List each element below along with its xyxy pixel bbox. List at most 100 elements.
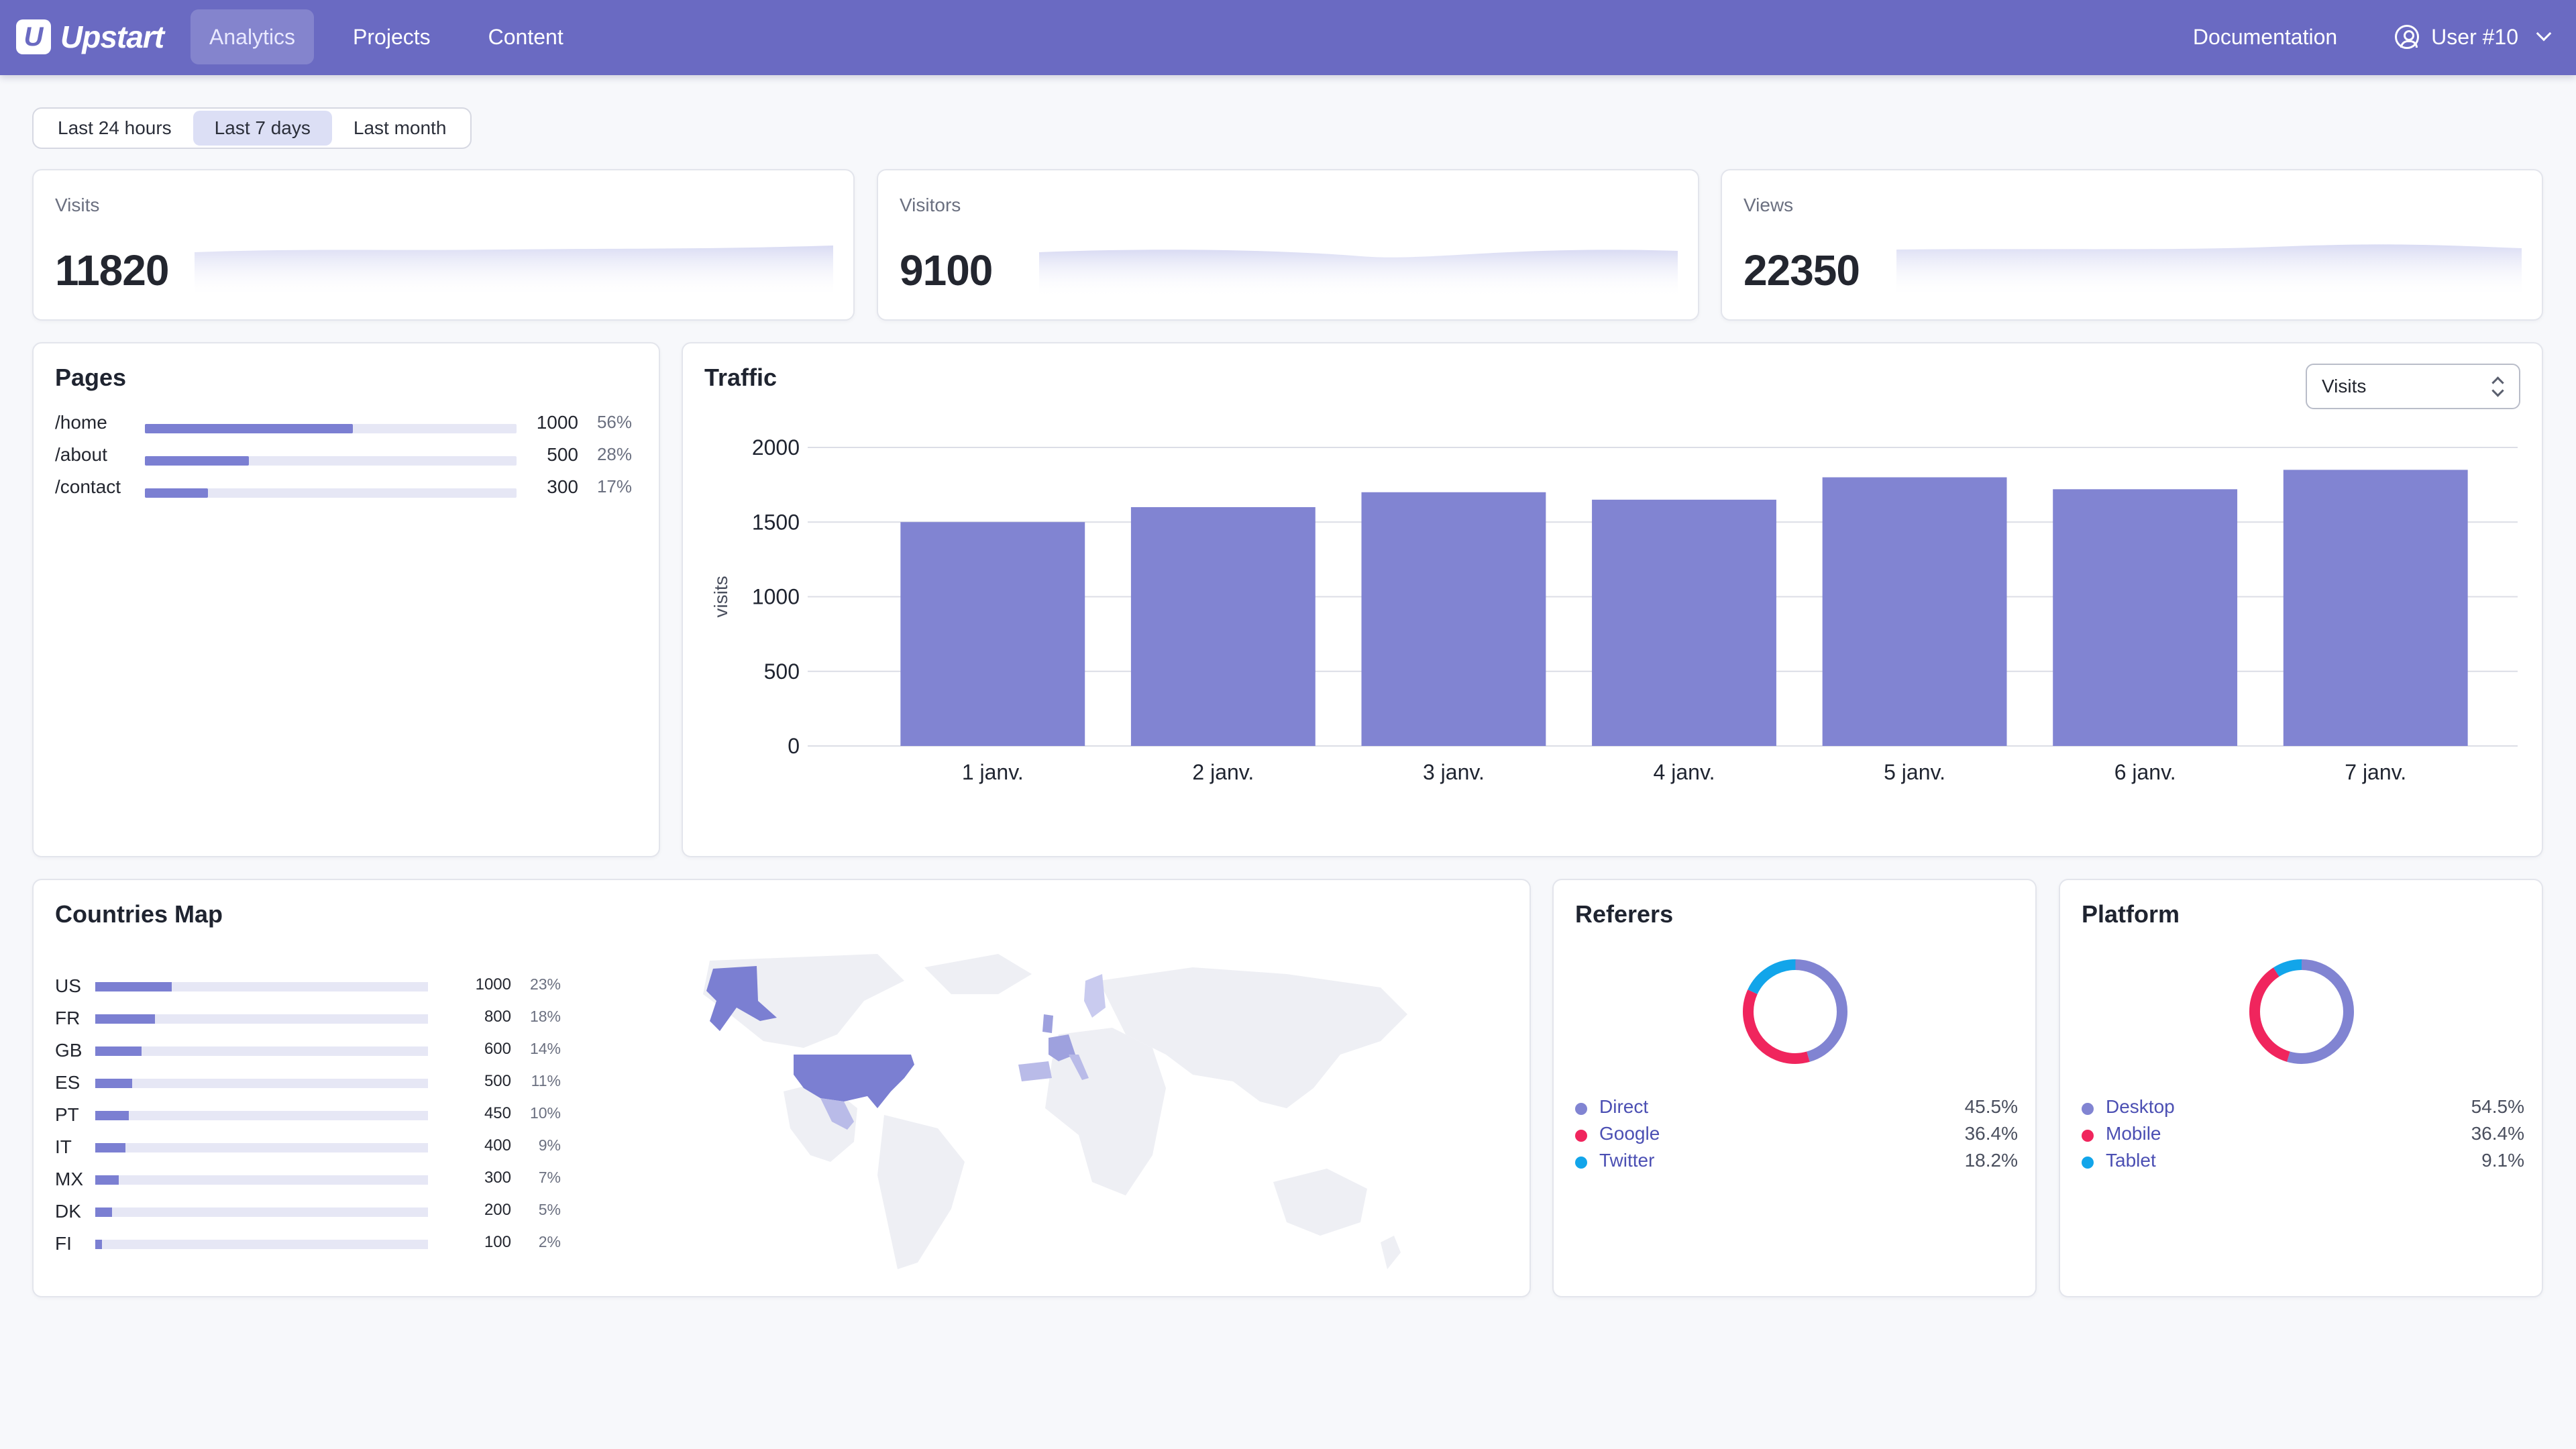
legend-label: Google — [1599, 1123, 1660, 1144]
range-last-7-days[interactable]: Last 7 days — [193, 111, 332, 146]
page-path: /home — [55, 412, 107, 433]
platform-donut-chart — [2249, 959, 2354, 1064]
page-value: 500 — [547, 444, 578, 465]
card-title: Pages — [55, 364, 127, 391]
page-row[interactable]: /home 1000 56% — [55, 412, 632, 439]
country-bar-fill — [95, 1046, 142, 1056]
legend-item[interactable]: Direct 45.5% — [1575, 1096, 2018, 1120]
legend-item[interactable]: Mobile 36.4% — [2082, 1123, 2524, 1147]
stat-card-visits: Visits 11820 — [32, 169, 855, 321]
donut-slice[interactable] — [1743, 959, 1847, 1064]
traffic-bar-chart: 0 500 1000 1500 2000 visits 1 janv. 2 janv. 3 ja… — [710, 435, 2518, 784]
legend-item[interactable]: Twitter 18.2% — [1575, 1150, 2018, 1174]
time-range-selector: Last 24 hours Last 7 days Last month — [32, 107, 472, 149]
page-bar-fill — [145, 424, 354, 433]
country-row[interactable]: GB 600 14% — [55, 1038, 592, 1063]
country-code: FI — [55, 1233, 72, 1254]
metric-select[interactable]: Visits — [2306, 364, 2520, 409]
page-row[interactable]: /contact 300 17% — [55, 476, 632, 503]
stat-label: Visitors — [900, 195, 961, 215]
page-value: 300 — [547, 476, 578, 497]
page-value: 1000 — [536, 412, 578, 433]
legend-dot-icon — [1575, 1130, 1587, 1142]
range-last-month[interactable]: Last month — [353, 117, 447, 138]
country-row[interactable]: IT 400 9% — [55, 1135, 592, 1159]
country-percent: 5% — [538, 1201, 561, 1218]
range-last-24-hours[interactable]: Last 24 hours — [58, 117, 172, 138]
legend-item[interactable]: Tablet 9.1% — [2082, 1150, 2524, 1174]
country-percent: 11% — [531, 1072, 561, 1089]
x-tick-label: 3 janv. — [1423, 760, 1485, 784]
country-row[interactable]: DK 200 5% — [55, 1199, 592, 1224]
country-percent: 18% — [529, 1008, 561, 1025]
bar — [2053, 489, 2238, 746]
page-row[interactable]: /about 500 28% — [55, 444, 632, 471]
country-value: 500 — [484, 1072, 511, 1090]
map-country-dk-fi[interactable] — [1084, 974, 1106, 1018]
bar — [1130, 507, 1316, 746]
metric-select-value: Visits — [2322, 376, 2367, 396]
platform-card: Platform Desktop 54.5% Mobile 36.4% Tablet 9.… — [2059, 879, 2543, 1297]
country-value: 600 — [484, 1040, 511, 1058]
legend-item[interactable]: Google 36.4% — [1575, 1123, 2018, 1147]
legend-dot-icon — [2082, 1157, 2094, 1169]
legend-label: Twitter — [1599, 1150, 1655, 1171]
country-percent: 7% — [538, 1169, 561, 1186]
country-bar-fill — [95, 1208, 112, 1217]
donut-slice[interactable] — [2249, 959, 2354, 1064]
app-logo[interactable]: U Upstart — [16, 19, 164, 55]
logo-icon: U — [16, 19, 51, 54]
y-tick-label: 1000 — [752, 585, 800, 609]
x-tick-label: 1 janv. — [962, 760, 1024, 784]
documentation-link[interactable]: Documentation — [2192, 24, 2338, 49]
country-code: IT — [55, 1136, 72, 1157]
page-path: /about — [55, 444, 107, 465]
country-percent: 10% — [529, 1104, 561, 1122]
country-bar-track — [95, 1208, 428, 1217]
legend-dot-icon — [2082, 1130, 2094, 1142]
page-bar-track — [145, 488, 517, 498]
page-bar-fill — [145, 456, 250, 466]
nav-item-projects[interactable]: Projects — [353, 24, 431, 49]
country-code: ES — [55, 1072, 80, 1093]
user-menu[interactable]: User #10 — [2395, 25, 2552, 50]
donut-slice[interactable] — [1743, 959, 1847, 1064]
country-value: 400 — [484, 1136, 511, 1155]
map-country-gb[interactable] — [1042, 1014, 1053, 1033]
map-country-es-pt[interactable] — [1018, 1061, 1052, 1081]
country-row[interactable]: FR 800 18% — [55, 1006, 592, 1030]
country-bar-fill — [95, 1079, 132, 1088]
country-row[interactable]: FI 100 2% — [55, 1232, 592, 1256]
referers-card: Referers Direct 45.5% Google 36.4% Twitter 18… — [1552, 879, 2037, 1297]
country-code: FR — [55, 1008, 80, 1028]
country-code: US — [55, 975, 81, 996]
legend-item[interactable]: Desktop 54.5% — [2082, 1096, 2524, 1120]
country-bar-track — [95, 1143, 428, 1152]
bar — [1592, 499, 1776, 746]
stat-value: 9100 — [900, 246, 993, 294]
world-map-land — [703, 954, 1407, 1269]
map-country-mx[interactable] — [820, 1098, 854, 1130]
page-bar-fill — [145, 488, 209, 498]
nav-right: Documentation User #10 — [2192, 9, 2552, 64]
country-row[interactable]: PT 450 10% — [55, 1103, 592, 1127]
map-country-us[interactable] — [794, 1055, 914, 1108]
legend-percent: 36.4% — [1964, 1123, 2018, 1144]
map-country-it[interactable] — [1069, 1055, 1089, 1080]
country-bar-fill — [95, 982, 172, 991]
nav-item-content[interactable]: Content — [488, 24, 564, 49]
y-axis-label: visits — [710, 576, 731, 617]
country-bar-fill — [95, 1240, 102, 1249]
stat-value: 11820 — [55, 246, 169, 294]
nav-item-analytics[interactable]: Analytics — [191, 9, 315, 64]
country-row[interactable]: ES 500 11% — [55, 1071, 592, 1095]
map-country-alaska[interactable] — [706, 966, 777, 1031]
x-tick-label: 2 janv. — [1192, 760, 1254, 784]
country-percent: 14% — [529, 1040, 561, 1057]
x-tick-label: 7 janv. — [2345, 760, 2406, 784]
country-row[interactable]: US 1000 23% — [55, 974, 592, 998]
legend-label: Mobile — [2106, 1123, 2161, 1144]
donut-slice[interactable] — [2249, 959, 2354, 1064]
y-tick-label: 2000 — [752, 435, 800, 460]
country-row[interactable]: MX 300 7% — [55, 1167, 592, 1191]
